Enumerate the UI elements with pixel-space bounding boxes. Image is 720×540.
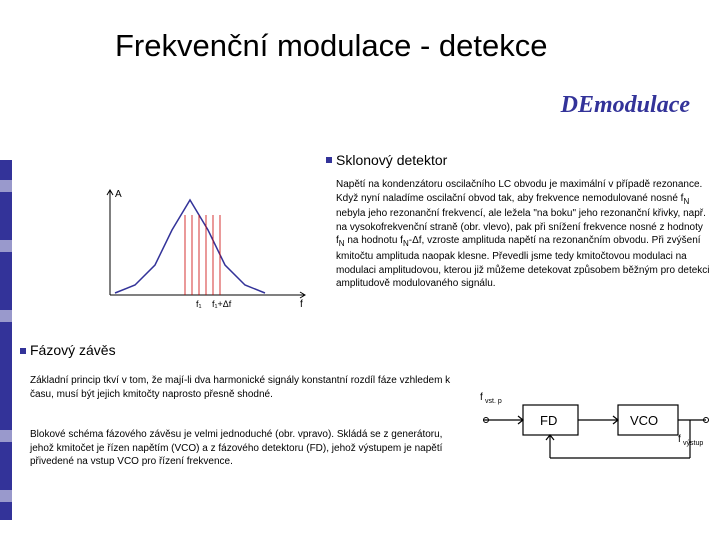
- x-label: f: [300, 299, 303, 310]
- out-label-sub: výstup: [683, 440, 703, 447]
- sidebar-sq: [0, 430, 12, 442]
- frequency-ticks: [185, 215, 220, 295]
- in-label-sub: vst. p: [485, 398, 502, 405]
- in-label: f: [480, 392, 483, 403]
- sidebar-sq: [0, 490, 12, 502]
- out-label: f: [678, 434, 681, 445]
- page-subtitle: DEmodulace: [561, 92, 690, 119]
- vco-label: VCO: [630, 413, 658, 428]
- phase-paragraph-2: Blokové schéma fázového závěsu je velmi …: [30, 428, 460, 469]
- sidebar-sq: [0, 310, 12, 322]
- y-label: A: [115, 189, 122, 200]
- bullet-icon: [326, 157, 332, 163]
- tick-label-1: f₁: [196, 299, 202, 309]
- section-header-sklon: Sklonový detektor: [336, 152, 447, 168]
- sidebar-sq: [0, 180, 12, 192]
- phase-paragraph-1: Základní princip tkví v tom, že mají-li …: [30, 374, 460, 401]
- bullet-icon: [20, 348, 26, 354]
- resonance-graph: A f f₁ f₁+Δf: [100, 185, 310, 315]
- main-paragraph: Napětí na kondenzátoru oscilačního LC ob…: [336, 178, 710, 291]
- sidebar-decor: [0, 160, 12, 520]
- section-header-phase: Fázový závěs: [30, 342, 116, 358]
- page-title: Frekvenční modulace - detekce: [115, 28, 548, 64]
- block-diagram: FD VCO f vst. p f výstup: [478, 380, 713, 490]
- sidebar-sq: [0, 240, 12, 252]
- tick-label-2: f₁+Δf: [212, 299, 232, 309]
- fd-label: FD: [540, 413, 557, 428]
- resonance-curve: [115, 200, 265, 293]
